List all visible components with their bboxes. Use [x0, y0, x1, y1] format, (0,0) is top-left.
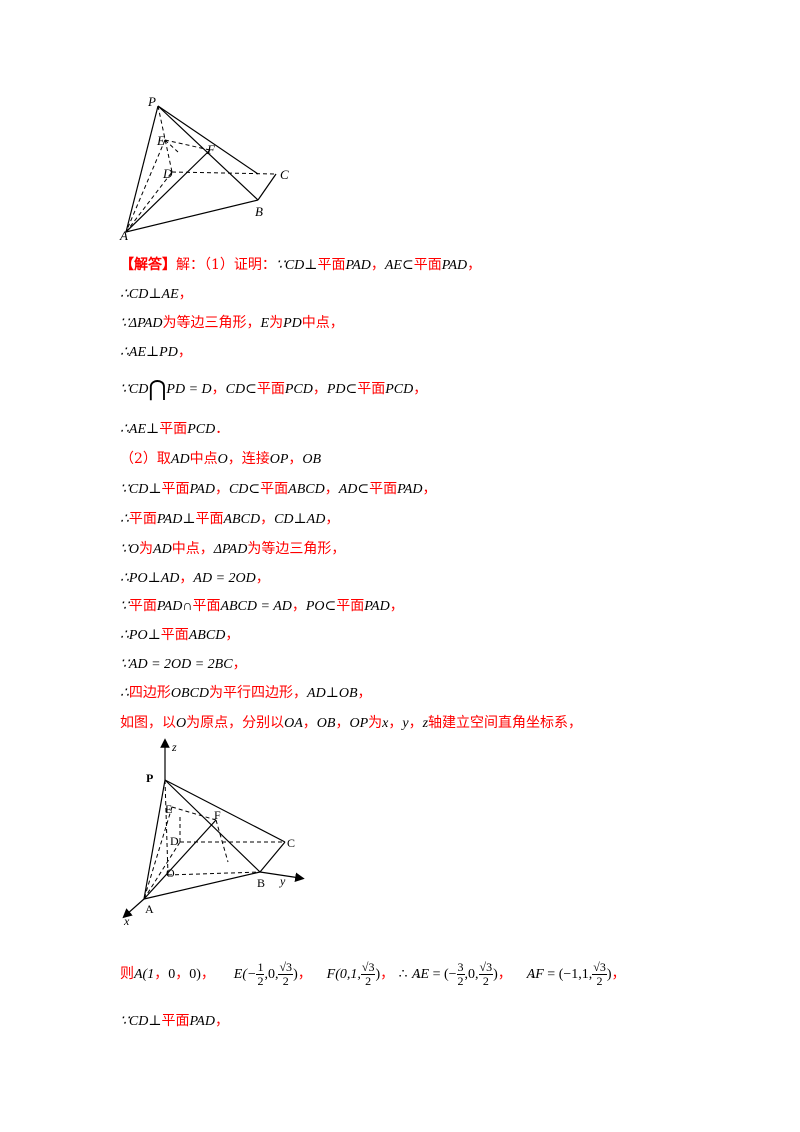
- label-E: E: [156, 133, 165, 148]
- solution-line-10: ∵O为AD中点，ΔPAD为等边三角形，: [120, 541, 346, 557]
- label-O: O: [166, 866, 175, 880]
- label-D: D: [170, 834, 179, 848]
- solution-line-8: ∵CD⊥平面PAD，CD⊂平面ABCD，AD⊂平面PAD，: [120, 481, 437, 497]
- label-C: C: [280, 167, 289, 182]
- axis-label-z: z: [171, 740, 177, 754]
- solution-line-18: ∵CD⊥平面PAD，: [120, 1013, 229, 1029]
- label-D: D: [162, 166, 173, 181]
- label-B: B: [257, 876, 265, 890]
- solution-line-12: ∵平面PAD∩平面ABCD = AD，PO⊂平面PAD，: [120, 598, 404, 614]
- fraction: √3 2: [360, 959, 376, 988]
- label-P: P: [147, 94, 156, 109]
- axis-label-x: x: [123, 914, 130, 928]
- solution-line-14: ∵AD = 2OD = 2BC，: [120, 656, 247, 672]
- solution-line-11: ∴PO⊥AD，AD = 2OD，: [120, 570, 270, 586]
- solution-line-16: 如图，以O为原点，分别以OA，OB，OP为x，y，z轴建立空间直角坐标系，: [120, 715, 583, 731]
- solution-line-17: 则A(1，0，0)， E(−12,0,√32)， F(0,1,√32)， ∴ A…: [120, 952, 626, 996]
- pyramid-figure: P E F D C B A: [119, 94, 289, 243]
- solution-line-15: ∴四边形OBCD为平行四边形，AD⊥OB，: [120, 685, 372, 701]
- solution-line-7: （2）取AD中点O，连接OP，OB: [120, 451, 322, 467]
- solution-line-1: 【解答】解：（1）证明：∵CD⊥平面PAD，AE⊂平面PAD，: [120, 257, 482, 273]
- solution-line-3: ∵ΔPAD为等边三角形，E为PD中点，: [120, 315, 344, 331]
- label-A: A: [119, 228, 128, 243]
- label-P: P: [146, 771, 153, 785]
- axis-label-y: y: [279, 874, 286, 888]
- solution-line-9: ∴平面PAD⊥平面ABCD，CD⊥AD，: [120, 511, 340, 527]
- label-C: C: [287, 836, 295, 850]
- solution-line-5: ∵CD⋂PD = D，CD⊂平面PCD，PD⊂平面PCD，: [120, 377, 428, 402]
- fraction: √3 2: [592, 959, 607, 988]
- solution-line-2: ∴CD⊥AE，: [120, 286, 193, 302]
- label-A: A: [145, 902, 154, 916]
- solution-line-6: ∴AE⊥平面PCD．: [120, 421, 230, 437]
- solution-line-13: ∴PO⊥平面ABCD，: [120, 627, 240, 643]
- solution-line-4: ∴AE⊥PD，: [120, 344, 192, 360]
- intersection-symbol: ⋂: [148, 377, 167, 402]
- label-B: B: [255, 204, 263, 219]
- label-F: F: [206, 142, 216, 157]
- label-E: E: [165, 802, 172, 816]
- fraction: √3 2: [278, 959, 294, 988]
- coordinate-pyramid-figure: z P E F D C O B y A x: [122, 738, 305, 928]
- label-F: F: [214, 808, 221, 822]
- fraction: √3 2: [478, 959, 494, 988]
